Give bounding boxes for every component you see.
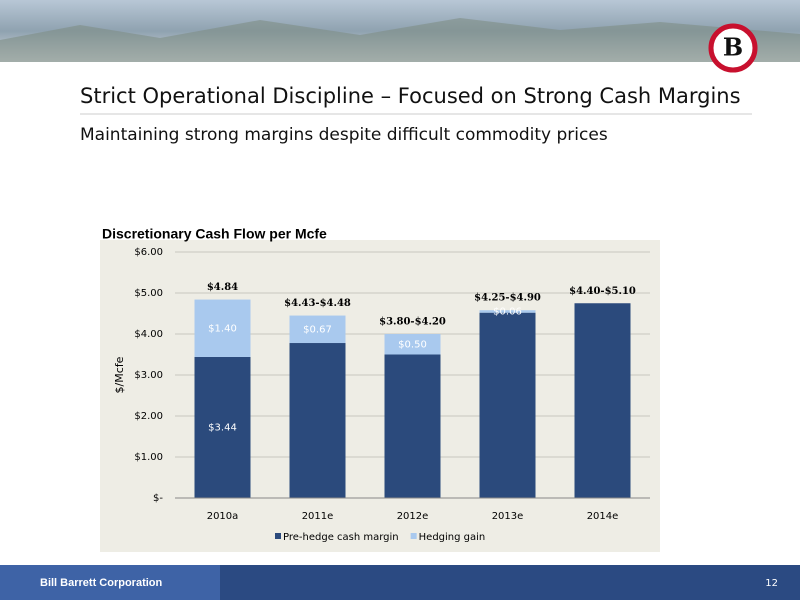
x-tick-label: 2012e — [397, 511, 429, 522]
bar-segment — [574, 303, 631, 498]
total-label: $4.84 — [207, 282, 238, 293]
bar-segment — [194, 356, 251, 498]
x-tick-label: 2011e — [302, 511, 334, 522]
bar-segment — [194, 299, 251, 357]
value-label: $0.50 — [398, 339, 427, 350]
legend-swatch — [410, 533, 417, 539]
slide-subtitle: Maintaining strong margins despite diffi… — [80, 125, 608, 145]
plot: $- $1.00 $2.00 $3.00 $4.00 $5.00 $6.00 2010a $3.… — [134, 247, 650, 543]
bar-segment — [289, 343, 346, 498]
total-label: $4.43-$4.48 — [284, 298, 351, 309]
total-label: $4.25-$4.90 — [474, 293, 541, 304]
y-tick-label: $1.00 — [134, 452, 163, 463]
mountains — [0, 18, 800, 62]
value-label: $3.44 — [208, 422, 237, 433]
y-tick-label: $5.00 — [134, 288, 163, 299]
chart-title: Discretionary Cash Flow per Mcfe — [102, 226, 327, 242]
logo-ring — [708, 23, 758, 73]
bar-segment — [479, 312, 536, 498]
y-axis-label: $/Mcfe — [113, 356, 126, 393]
value-label: $0.06 — [493, 306, 522, 317]
y-tick-label: $2.00 — [134, 411, 163, 422]
legend-label: Hedging gain — [419, 532, 486, 543]
slide-title: Strict Operational Discipline – Focused … — [80, 84, 741, 108]
logo: B — [723, 33, 743, 62]
x-tick-label: 2013e — [492, 511, 524, 522]
bar-segment — [384, 334, 441, 355]
y-tick-label: $4.00 — [134, 329, 163, 340]
total-label: $3.80-$4.20 — [379, 317, 446, 328]
y-tick-label: $6.00 — [134, 247, 163, 258]
footer-accent — [0, 565, 220, 600]
total-label: $4.40-$5.10 — [569, 286, 636, 297]
legend-label: Pre-hedge cash margin — [283, 532, 399, 543]
x-tick-label: 2014e — [587, 511, 619, 522]
bar-segment — [289, 315, 346, 344]
y-tick-label: $- — [153, 493, 163, 504]
legend-swatch — [275, 533, 281, 539]
y-tick-label: $3.00 — [134, 370, 163, 381]
footer-company: Bill Barrett Corporation — [40, 577, 163, 589]
bar-segment — [479, 310, 536, 313]
bar-segment — [384, 354, 441, 498]
chart-background — [100, 240, 660, 552]
value-label: $1.40 — [208, 323, 237, 334]
page-number: 12 — [765, 578, 778, 589]
x-tick-label: 2010a — [207, 511, 239, 522]
value-label: $0.67 — [303, 324, 332, 335]
